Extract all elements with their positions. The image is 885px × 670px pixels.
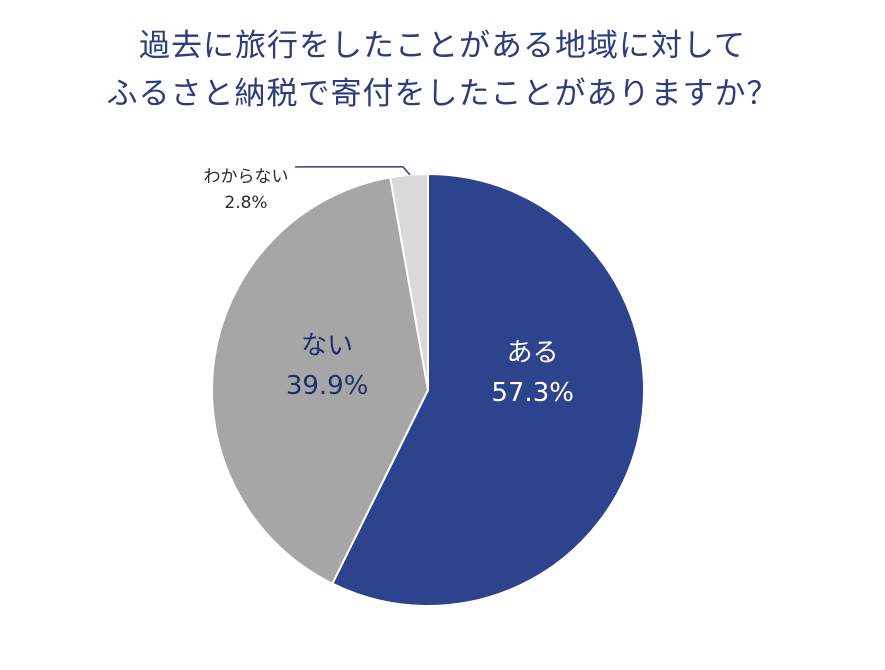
chart-title: 過去に旅行をしたことがある地域に対して ふるさと納税で寄付をしたことがありますか… <box>0 22 885 118</box>
pie-slice-2 <box>211 176 430 586</box>
chart-title-line-1: 過去に旅行をしたことがある地域に対して <box>138 28 747 64</box>
chart-title-line-2: ふるさと納税で寄付をしたことがありますか？ <box>106 76 779 112</box>
slice-label-nai: ない <box>301 331 353 361</box>
slice-value-wakaranai: 2.8% <box>224 193 267 213</box>
slice-label-wakaranai: わからない <box>204 167 289 187</box>
slice-value-nai: 39.9% <box>286 371 369 401</box>
slice-value-aru: 57.3% <box>491 378 574 408</box>
slice-label-aru: ある <box>507 338 559 368</box>
leader-line-wakaranai <box>295 166 411 176</box>
pie-slice-3 <box>389 172 429 391</box>
pie-slice-1 <box>331 172 645 607</box>
